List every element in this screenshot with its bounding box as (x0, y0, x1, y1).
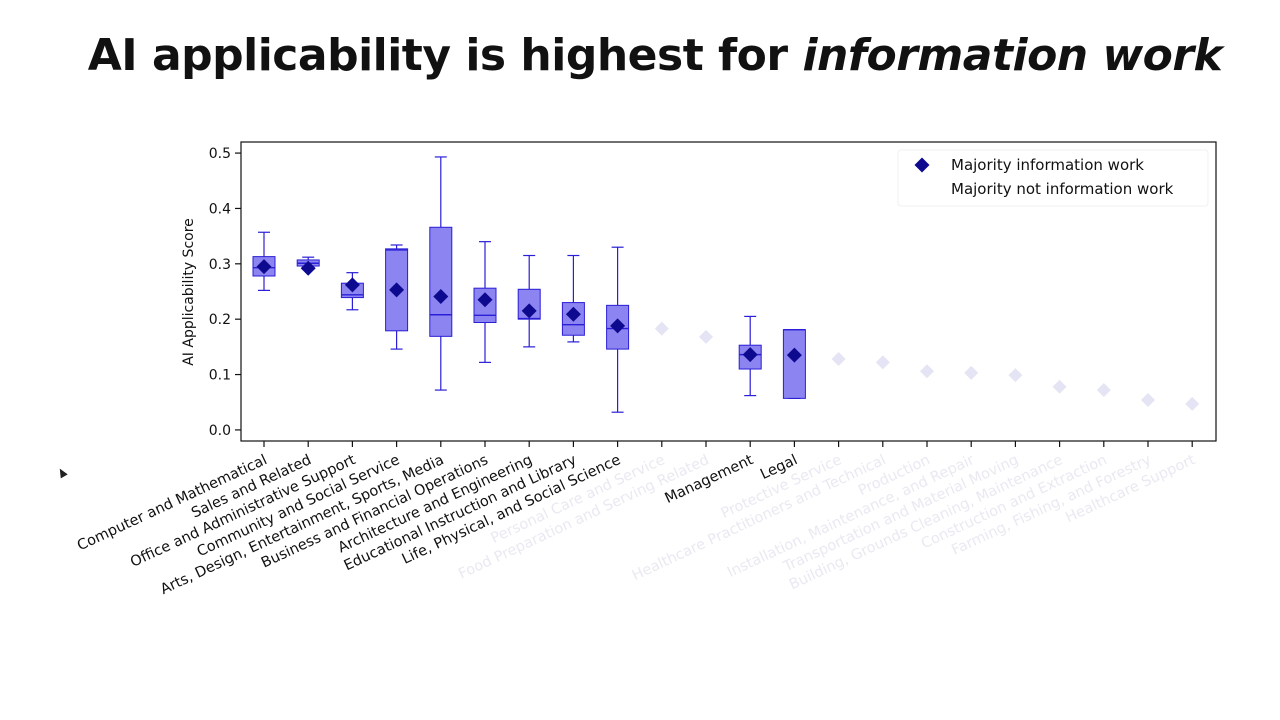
box-group (1008, 368, 1023, 383)
box-group (429, 156, 453, 391)
mean-marker (300, 260, 316, 276)
mean-marker-faded (699, 329, 713, 344)
box-group (1052, 379, 1067, 394)
box-group (296, 256, 320, 276)
slide-title: AI applicability is highest for informat… (0, 30, 1280, 81)
mean-marker-faded (1141, 393, 1155, 408)
mean-marker (742, 347, 758, 363)
y-tick-label: 0.5 (209, 146, 231, 162)
mean-marker (389, 282, 405, 298)
y-tick-label: 0.1 (209, 368, 231, 384)
legend-marker-info (914, 157, 930, 173)
box-group (473, 241, 497, 363)
plot-frame (240, 141, 1217, 442)
mean-marker-faded (654, 321, 669, 336)
box-group (875, 355, 890, 370)
legend-entry-not-info: Majority not information work (951, 180, 1174, 198)
y-tick-label: 0.4 (209, 201, 231, 217)
box-group (782, 329, 806, 399)
box-group (699, 329, 713, 344)
mean-marker-faded (920, 364, 934, 379)
box-iqr (429, 226, 453, 337)
y-tick-label: 0.0 (209, 423, 231, 439)
title-plain: AI applicability is highest for (87, 30, 803, 81)
mean-marker (565, 306, 581, 322)
mean-marker-faded (1185, 396, 1200, 411)
mean-marker-faded (875, 355, 890, 370)
mean-marker (344, 277, 360, 293)
mean-marker (610, 318, 626, 334)
box-group (252, 231, 276, 291)
box-group (738, 315, 762, 397)
box-series (252, 156, 1200, 413)
mean-marker-faded (1052, 379, 1067, 394)
box-group (340, 272, 364, 311)
box-group (920, 364, 934, 379)
y-tick-label: 0.3 (209, 257, 231, 273)
box-group (606, 246, 630, 413)
box-iqr (782, 329, 806, 399)
legend: Majority information work Majority not i… (897, 149, 1209, 207)
legend-frame (897, 149, 1209, 207)
mean-marker (477, 292, 493, 308)
box-group (1185, 396, 1200, 411)
mean-marker-faded (1096, 383, 1111, 398)
mean-marker (256, 259, 272, 275)
mean-marker-faded (1008, 368, 1023, 383)
legend-entry-info: Majority information work (951, 156, 1144, 174)
mean-marker-faded (831, 352, 846, 367)
y-axis-label: AI Applicability Score (181, 218, 197, 366)
mean-marker (433, 288, 449, 304)
box-group (831, 352, 846, 367)
title-emphasis: information work (802, 30, 1223, 81)
y-axis: 0.0 0.1 0.2 0.3 0.4 0.5 (209, 146, 241, 439)
mean-marker (521, 303, 537, 319)
box-group (654, 321, 669, 336)
mean-marker-faded (964, 365, 979, 380)
box-group (964, 365, 979, 380)
box-group (1141, 393, 1155, 408)
box-group (1096, 383, 1111, 398)
box-group (561, 254, 585, 343)
y-tick-label: 0.2 (209, 312, 231, 328)
box-group (517, 254, 541, 348)
box-group (385, 244, 409, 350)
mean-marker (786, 347, 802, 363)
